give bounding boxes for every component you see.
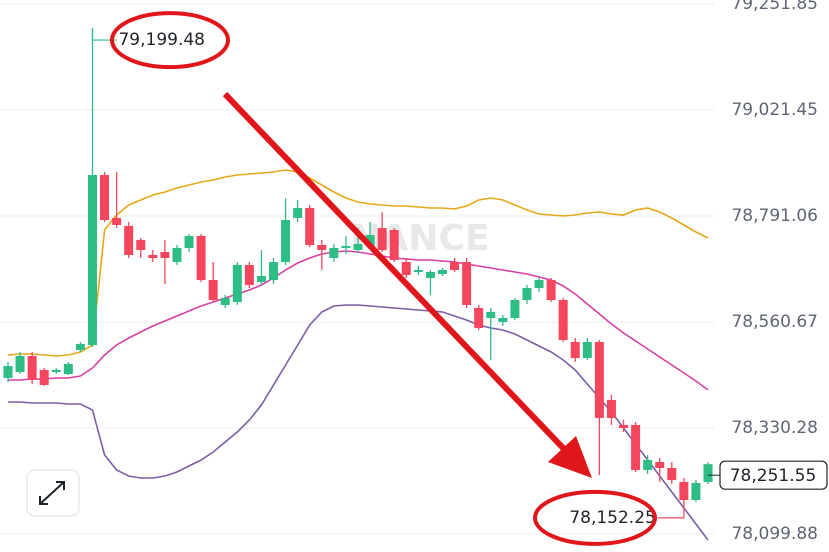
y-tick-label: 78,099.88 — [731, 524, 818, 544]
candle-body — [148, 254, 158, 259]
candle-body — [341, 246, 351, 248]
candle-body — [124, 225, 134, 255]
candle-body — [522, 288, 532, 301]
candle-body — [112, 217, 122, 225]
candle-body — [631, 424, 641, 470]
y-tick-label: 78,560.67 — [731, 312, 818, 332]
candle-body — [510, 300, 520, 319]
candle-body — [15, 356, 25, 372]
candle-body — [377, 228, 387, 251]
last-price-label: 78,251.55 — [730, 466, 817, 486]
candle-body — [558, 300, 568, 340]
candle-body — [293, 208, 303, 218]
candle-body — [365, 235, 375, 247]
candle-body — [437, 269, 447, 274]
candle-body — [498, 318, 508, 323]
candle-body — [39, 369, 49, 385]
candle-body — [51, 369, 61, 372]
candle-body — [172, 247, 182, 263]
highlight-ellipse — [110, 11, 230, 70]
candle-body — [389, 229, 399, 260]
candle-body — [534, 280, 544, 289]
trend-arrow — [222, 91, 568, 453]
candle-body — [256, 276, 266, 282]
candle-body — [63, 364, 73, 374]
candle-body — [305, 208, 315, 245]
candle-body — [160, 251, 170, 259]
low-leader — [657, 509, 685, 519]
candle-body — [75, 343, 85, 350]
candle-body — [691, 482, 701, 501]
candle-body — [703, 464, 713, 482]
candle-body — [594, 341, 604, 418]
candle-body — [474, 307, 484, 328]
candle-body — [208, 280, 218, 301]
candle-body — [184, 235, 194, 248]
candle-body — [3, 365, 13, 378]
candle-body — [425, 271, 435, 278]
candle-body — [329, 247, 339, 259]
candle-body — [582, 341, 592, 358]
candle-body — [450, 262, 460, 270]
candle-body — [462, 262, 472, 305]
candle-body — [353, 243, 363, 251]
y-tick-label: 79,251.85 — [731, 0, 818, 14]
candle-body — [655, 462, 665, 468]
candle-body — [136, 239, 146, 251]
candle-body — [317, 244, 327, 251]
candle-body — [643, 459, 653, 470]
candle-body — [87, 175, 97, 346]
y-tick-label: 78,330.28 — [731, 418, 818, 438]
candle-body — [281, 220, 291, 263]
trend-arrowhead — [548, 436, 592, 478]
candle-body — [486, 311, 496, 319]
candle-body — [679, 481, 689, 501]
candle-body — [232, 265, 242, 302]
candle-body — [619, 424, 629, 429]
expand-button[interactable] — [26, 469, 80, 517]
last-price-box — [719, 460, 828, 490]
high-label: 79,199.48 — [118, 30, 205, 50]
candle-body — [546, 280, 556, 301]
candle-body — [413, 269, 423, 272]
candle-body — [100, 175, 110, 221]
candle-body — [401, 262, 411, 275]
candle-body — [269, 262, 279, 281]
candle-body — [196, 235, 206, 281]
candle-body — [220, 297, 230, 305]
candle-body — [570, 341, 580, 358]
band-line — [7, 169, 709, 357]
highlight-ellipse — [533, 489, 657, 546]
y-tick-label: 78,791.06 — [731, 206, 818, 226]
band-line — [8, 304, 709, 541]
low-label: 78,152.25 — [569, 508, 656, 528]
y-tick-label: 79,021.45 — [731, 100, 818, 120]
candle-body — [244, 265, 254, 285]
high-leader — [91, 28, 117, 41]
candle-body — [606, 399, 616, 418]
expand-icon — [39, 481, 65, 505]
candle-body — [667, 467, 677, 480]
candle-body — [27, 356, 37, 380]
